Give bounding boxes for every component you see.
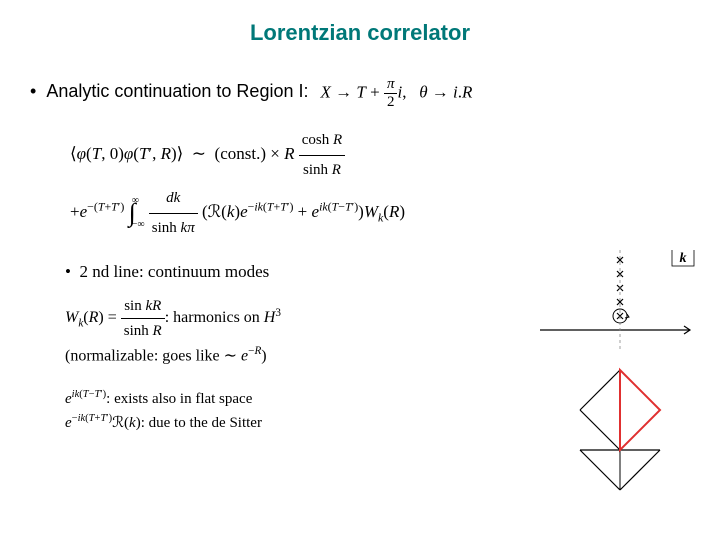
bullet-2-text: 2 nd line: continuum modes: [79, 262, 269, 281]
svg-text:k: k: [680, 251, 687, 266]
equation-block: ⟨φ(T, 0)φ(T′, R)⟩ ∼ (const.) × R cosh Rs…: [70, 126, 690, 242]
bullet-1: • Analytic continuation to Region I: X →…: [30, 76, 690, 111]
k-plane-diagram: k: [500, 250, 700, 510]
eq-line-2: +e−(T+T′) ∫∞−∞ dksinh kπ (ℛ(k)e−ik(T+T′)…: [70, 184, 690, 242]
bullet-1-math: X → T + π2i, θ → i.R: [320, 76, 472, 111]
slide-title: Lorentzian correlator: [30, 20, 690, 46]
bullet-dot: •: [30, 81, 36, 102]
bullet-1-text: Analytic continuation to Region I:: [46, 81, 308, 102]
eq-line-1: ⟨φ(T, 0)φ(T′, R)⟩ ∼ (const.) × R cosh Rs…: [70, 126, 690, 184]
